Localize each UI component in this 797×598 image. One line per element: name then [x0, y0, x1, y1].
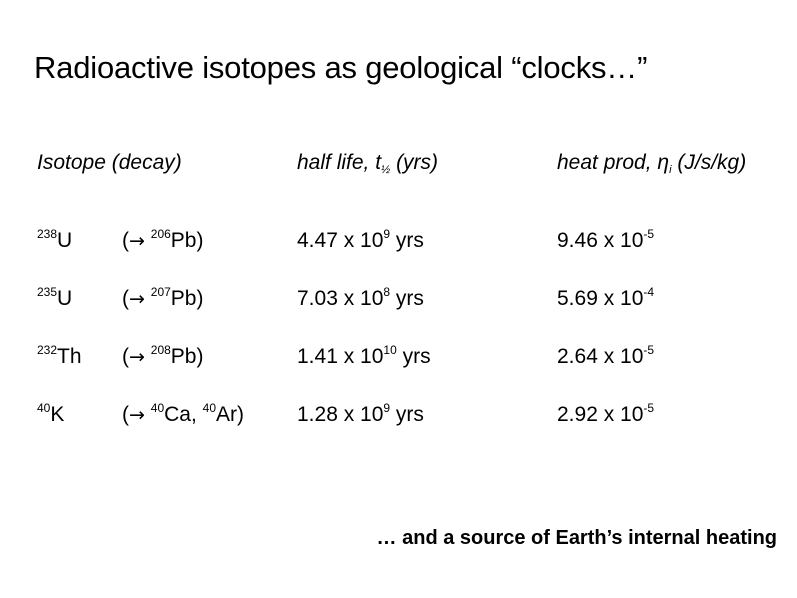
slide-title: Radioactive isotopes as geological “cloc…	[34, 50, 648, 85]
isotope-cell: 235U	[37, 285, 73, 310]
table-row: 238U (→ 206Pb) 4.47 x 109 yrs 9.46 x 10-…	[0, 227, 797, 259]
decay-cell: (→ 207Pb)	[122, 285, 204, 310]
heat-production-cell: 2.64 x 10-5	[557, 343, 655, 368]
half-life-cell: 1.28 x 109 yrs	[297, 401, 424, 426]
header-heat-production: heat prod, ηi (J/s/kg)	[557, 151, 747, 176]
footnote: … and a source of Earth’s internal heati…	[376, 527, 777, 549]
table-row: 232Th (→ 208Pb) 1.41 x 1010 yrs 2.64 x 1…	[0, 343, 797, 375]
half-life-cell: 7.03 x 108 yrs	[297, 285, 424, 310]
heat-production-cell: 2.92 x 10-5	[557, 401, 655, 426]
arrow-right-icon: →	[129, 404, 145, 426]
decay-cell: (→ 40Ca, 40Ar)	[122, 401, 245, 426]
half-life-cell: 4.47 x 109 yrs	[297, 227, 424, 252]
half-life-cell: 1.41 x 1010 yrs	[297, 343, 431, 368]
header-isotope: Isotope (decay)	[37, 151, 182, 174]
heat-production-cell: 9.46 x 10-5	[557, 227, 655, 252]
arrow-right-icon: →	[129, 346, 145, 368]
isotope-cell: 238U	[37, 227, 73, 252]
table-row: 235U (→ 207Pb) 7.03 x 108 yrs 5.69 x 10-…	[0, 285, 797, 317]
decay-cell: (→ 208Pb)	[122, 343, 204, 368]
heat-production-cell: 5.69 x 10-4	[557, 285, 655, 310]
header-half-life: half life, t½ (yrs)	[297, 151, 439, 176]
arrow-right-icon: →	[129, 288, 145, 310]
isotope-cell: 232Th	[37, 343, 82, 368]
isotope-cell: 40K	[37, 401, 65, 426]
arrow-right-icon: →	[129, 230, 145, 252]
table-row: 40K (→ 40Ca, 40Ar) 1.28 x 109 yrs 2.92 x…	[0, 401, 797, 433]
decay-cell: (→ 206Pb)	[122, 227, 204, 252]
